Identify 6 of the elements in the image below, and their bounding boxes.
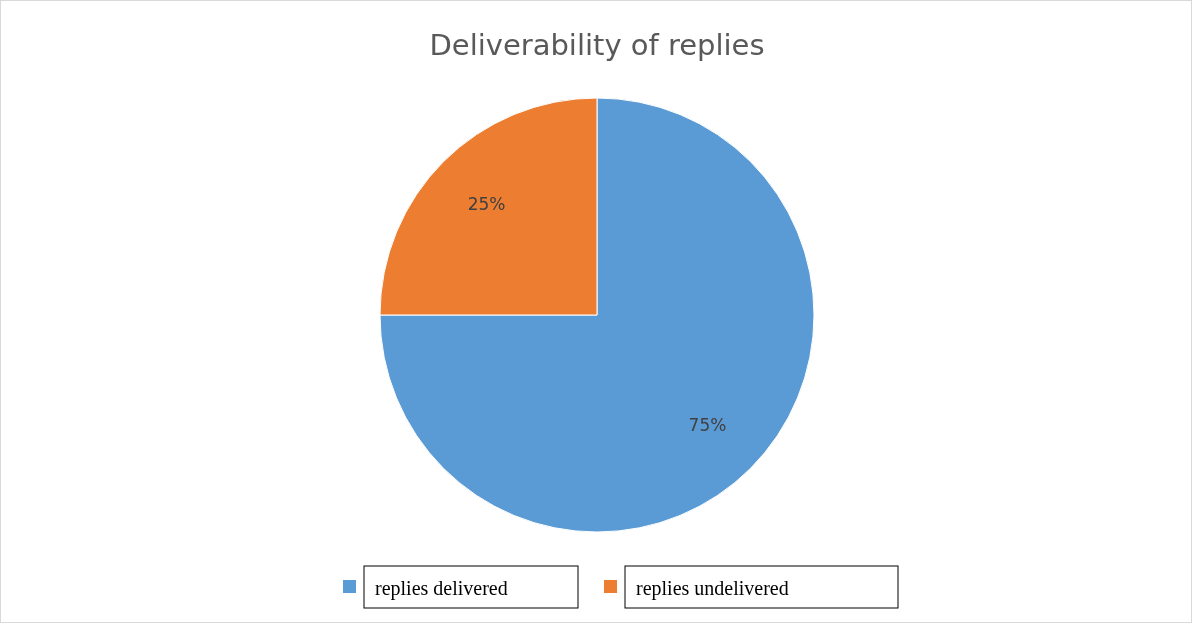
data-label: 75% [688, 415, 727, 436]
legend-label: replies undelivered [636, 577, 789, 600]
legend-label: replies delivered [375, 577, 508, 600]
data-label: 25% [467, 194, 506, 215]
pie-slice [379, 97, 815, 533]
chart-title: Deliverability of replies [429, 28, 765, 62]
